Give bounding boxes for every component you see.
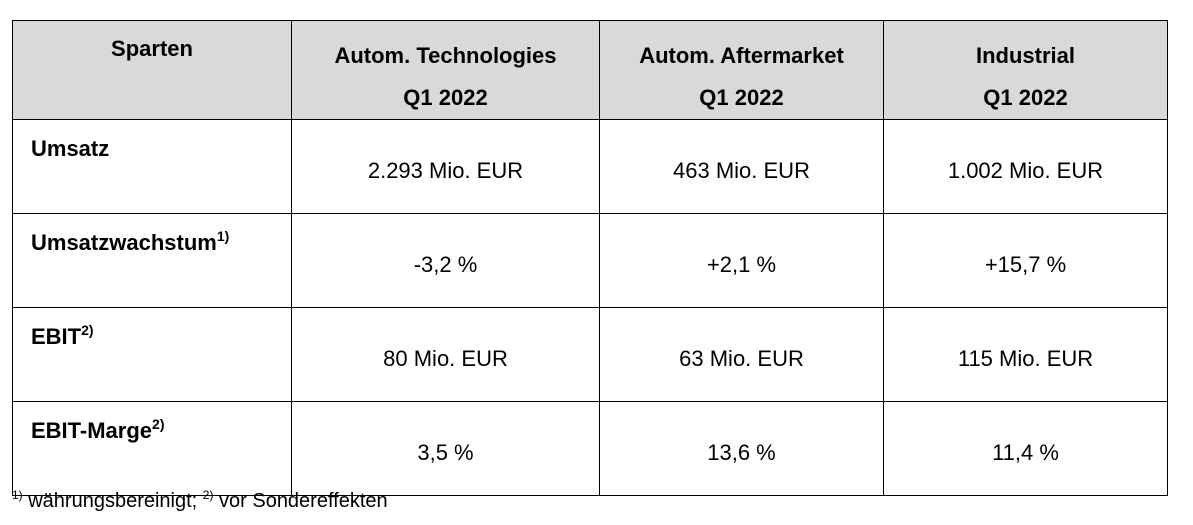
header-automotive-technologies: Autom. Technologies Q1 2022 — [291, 20, 600, 120]
value-cell: +15,7 % — [883, 213, 1168, 308]
segment-results-table: Sparten Autom. Technologies Q1 2022 Auto… — [12, 20, 1168, 496]
header-industrial-label: Industrial — [975, 43, 1075, 68]
table-header: Sparten Autom. Technologies Q1 2022 Auto… — [12, 20, 1168, 120]
table-row-ebit-marge: EBIT-Marge2) 3,5 % 13,6 % 11,4 % — [12, 401, 1168, 496]
row-footnote-marker: 2) — [152, 416, 165, 432]
table-body: Umsatz 2.293 Mio. EUR 463 Mio. EUR 1.002… — [12, 119, 1168, 496]
footnote-text-2: vor Sondereffekten — [213, 490, 388, 512]
footnote-text-1: währungsbereinigt; — [22, 490, 203, 512]
value-cell: 63 Mio. EUR — [599, 307, 884, 402]
row-footnote-marker: 2) — [81, 322, 94, 338]
row-label: Umsatz — [31, 136, 110, 161]
row-label-cell: Umsatzwachstum1) — [12, 213, 292, 308]
value-cell: +2,1 % — [599, 213, 884, 308]
value-cell: -3,2 % — [291, 213, 600, 308]
header-automotive-technologies-label: Autom. Technologies — [334, 43, 557, 68]
footnote-marker-2: 2) — [202, 488, 214, 502]
row-footnote-marker: 1) — [216, 228, 230, 244]
header-automotive-aftermarket-label: Autom. Aftermarket — [639, 43, 844, 68]
value-cell: 115 Mio. EUR — [883, 307, 1168, 402]
header-row: Sparten Autom. Technologies Q1 2022 Auto… — [12, 20, 1168, 120]
header-industrial: Industrial Q1 2022 — [883, 20, 1168, 120]
table-row-umsatz: Umsatz 2.293 Mio. EUR 463 Mio. EUR 1.002… — [12, 119, 1168, 214]
header-sparten: Sparten — [12, 20, 292, 120]
header-automotive-technologies-period: Q1 2022 — [403, 85, 488, 110]
row-label: EBIT-Marge — [31, 418, 153, 443]
row-label-cell: Umsatz — [12, 119, 292, 214]
value-cell: 11,4 % — [883, 401, 1168, 496]
header-sparten-label: Sparten — [111, 36, 193, 61]
row-label: EBIT — [31, 324, 82, 349]
value-cell: 13,6 % — [599, 401, 884, 496]
header-automotive-aftermarket: Autom. Aftermarket Q1 2022 — [599, 20, 884, 120]
value-cell: 1.002 Mio. EUR — [883, 119, 1168, 214]
table-row-umsatzwachstum: Umsatzwachstum1) -3,2 % +2,1 % +15,7 % — [12, 213, 1168, 308]
row-label: Umsatzwachstum — [31, 230, 217, 255]
footnote-marker-1: 1) — [12, 488, 23, 502]
header-industrial-period: Q1 2022 — [983, 85, 1068, 110]
table-footnotes: 1) währungsbereinigt; 2) vor Sondereffek… — [12, 489, 388, 513]
value-cell: 463 Mio. EUR — [599, 119, 884, 214]
value-cell: 2.293 Mio. EUR — [291, 119, 600, 214]
header-automotive-aftermarket-period: Q1 2022 — [699, 85, 784, 110]
table-row-ebit: EBIT2) 80 Mio. EUR 63 Mio. EUR 115 Mio. … — [12, 307, 1168, 402]
value-cell: 3,5 % — [291, 401, 600, 496]
row-label-cell: EBIT-Marge2) — [12, 401, 292, 496]
value-cell: 80 Mio. EUR — [291, 307, 600, 402]
row-label-cell: EBIT2) — [12, 307, 292, 402]
